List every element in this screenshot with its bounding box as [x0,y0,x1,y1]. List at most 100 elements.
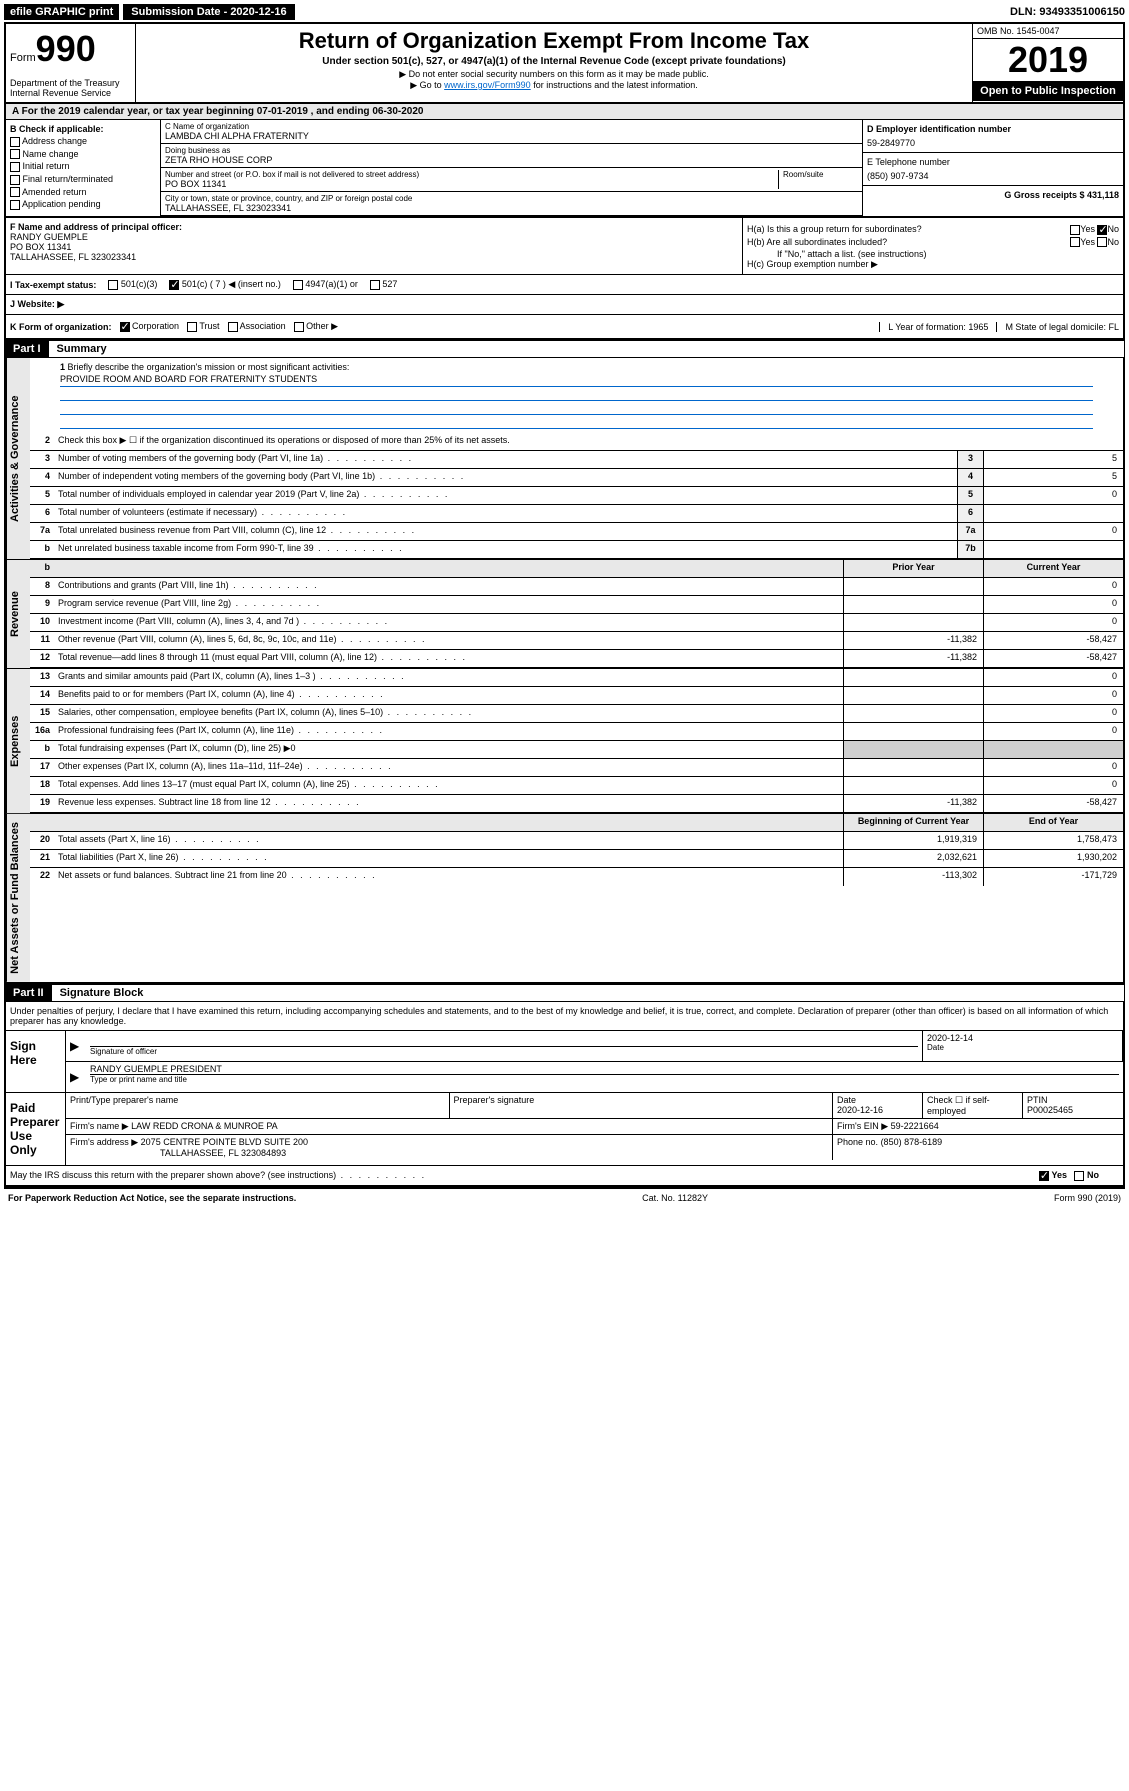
room-label: Room/suite [783,170,858,179]
4947-checkbox[interactable] [293,280,303,290]
527-checkbox[interactable] [370,280,380,290]
arrow-icon: ▶ [70,1039,79,1053]
open-public: Open to Public Inspection [973,81,1123,101]
sig-officer-label: Signature of officer [90,1047,918,1056]
ein: 59-2849770 [867,138,1119,148]
street-address: PO BOX 11341 [165,179,778,189]
expenses-label: Expenses [6,669,30,813]
name-title-label: Type or print name and title [90,1075,1119,1084]
trust-checkbox[interactable] [187,322,197,332]
corporation-checkbox[interactable] [120,322,130,332]
table-row: 18Total expenses. Add lines 13–17 (must … [30,777,1123,795]
year-formation: L Year of formation: 1965 [879,322,988,332]
note-2: ▶ Go to www.irs.gov/Form990 for instruct… [140,80,968,91]
tax-period: A For the 2019 calendar year, or tax yea… [4,104,1125,120]
firm-addr1: 2075 CENTRE POINTE BLVD SUITE 200 [141,1137,308,1147]
ha-no-checkbox[interactable] [1097,225,1107,235]
org-name: LAMBDA CHI ALPHA FRATERNITY [165,131,858,141]
officer-label: F Name and address of principal officer: [10,222,738,232]
city-state-zip: TALLAHASSEE, FL 323023341 [165,203,858,213]
hb-no-checkbox[interactable] [1097,237,1107,247]
part1-title: Summary [57,343,107,355]
ha-yes-checkbox[interactable] [1070,225,1080,235]
address-change-checkbox[interactable] [10,137,20,147]
k-label: K Form of organization: [10,322,112,332]
table-row: 7aTotal unrelated business revenue from … [30,523,1123,541]
col-b-checkboxes: B Check if applicable: Address change Na… [6,120,161,216]
officer-addr2: TALLAHASSEE, FL 323023341 [10,252,738,262]
department: Department of the Treasury Internal Reve… [10,78,131,98]
cat-number: Cat. No. 11282Y [642,1193,708,1203]
table-row: 21Total liabilities (Part X, line 26)2,0… [30,850,1123,868]
table-row: 5Total number of individuals employed in… [30,487,1123,505]
table-row: 10Investment income (Part VIII, column (… [30,614,1123,632]
table-row: 6Total number of volunteers (estimate if… [30,505,1123,523]
org-name-label: C Name of organization [165,122,858,131]
name-change-checkbox[interactable] [10,149,20,159]
amended-return-checkbox[interactable] [10,187,20,197]
discuss-no-checkbox[interactable] [1074,1171,1084,1181]
main-title: Return of Organization Exempt From Incom… [140,28,968,54]
initial-return-checkbox[interactable] [10,162,20,172]
form-number: 990 [36,28,96,69]
phone-label: E Telephone number [867,157,1119,167]
sign-date: 2020-12-14 [927,1033,1118,1043]
application-pending-checkbox[interactable] [10,200,20,210]
submission-date: Submission Date - 2020-12-16 [123,4,294,20]
form-footer: Form 990 (2019) [1054,1193,1121,1203]
table-row: 13Grants and similar amounts paid (Part … [30,669,1123,687]
501c3-checkbox[interactable] [108,280,118,290]
form990-link[interactable]: www.irs.gov/Form990 [444,80,531,90]
table-row: 20Total assets (Part X, line 16)1,919,31… [30,832,1123,850]
table-row: 2Check this box ▶ ☐ if the organization … [30,433,1123,451]
website-label: J Website: ▶ [10,299,64,310]
mission-text: PROVIDE ROOM AND BOARD FOR FRATERNITY ST… [60,372,1093,387]
hb-yes-checkbox[interactable] [1070,237,1080,247]
table-row: 19Revenue less expenses. Subtract line 1… [30,795,1123,813]
current-year-header: Current Year [983,560,1123,577]
part2-title: Signature Block [60,987,144,999]
dba-label: Doing business as [165,146,858,155]
table-row: 16aProfessional fundraising fees (Part I… [30,723,1123,741]
table-row: 12Total revenue—add lines 8 through 11 (… [30,650,1123,668]
501c-checkbox[interactable] [169,280,179,290]
declaration-text: Under penalties of perjury, I declare th… [6,1002,1123,1030]
form-header: Form990 Department of the Treasury Inter… [4,22,1125,104]
top-bar: efile GRAPHIC print Submission Date - 20… [4,4,1125,20]
preparer-date: 2020-12-16 [837,1105,883,1115]
efile-label[interactable]: efile GRAPHIC print [4,4,119,20]
dba: ZETA RHO HOUSE CORP [165,155,858,165]
tax-year: 2019 [973,39,1123,81]
association-checkbox[interactable] [228,322,238,332]
omb-number: OMB No. 1545-0047 [973,24,1123,39]
paid-preparer-label: Paid Preparer Use Only [6,1093,66,1165]
table-row: bTotal fundraising expenses (Part IX, co… [30,741,1123,759]
table-row: 3Number of voting members of the governi… [30,451,1123,469]
table-row: 4Number of independent voting members of… [30,469,1123,487]
firm-phone: (850) 878-6189 [881,1137,943,1147]
part1-header: Part I [5,341,49,357]
date-label: Date [927,1043,1118,1052]
tax-status-label: I Tax-exempt status: [10,280,96,290]
paperwork-notice: For Paperwork Reduction Act Notice, see … [8,1193,296,1203]
arrow-icon: ▶ [70,1070,79,1084]
prior-year-header: Prior Year [843,560,983,577]
final-return-checkbox[interactable] [10,175,20,185]
phone: (850) 907-9734 [867,171,1119,181]
self-employed-label: Check ☐ if self-employed [923,1093,1023,1118]
beginning-year-header: Beginning of Current Year [843,814,983,831]
table-row: 14Benefits paid to or for members (Part … [30,687,1123,705]
governance-label: Activities & Governance [6,358,30,559]
state-domicile: M State of legal domicile: FL [996,322,1119,332]
part2-header: Part II [5,985,52,1001]
firm-name: LAW REDD CRONA & MUNROE PA [131,1121,278,1131]
other-checkbox[interactable] [294,322,304,332]
officer-addr1: PO BOX 11341 [10,242,738,252]
discuss-label: May the IRS discuss this return with the… [10,1170,1019,1181]
ein-label: D Employer identification number [867,124,1119,134]
discuss-yes-checkbox[interactable] [1039,1171,1049,1181]
end-year-header: End of Year [983,814,1123,831]
officer-name: RANDY GUEMPLE [10,232,738,242]
sign-here-label: Sign Here [6,1031,66,1092]
mission-label: Briefly describe the organization's miss… [68,362,350,372]
